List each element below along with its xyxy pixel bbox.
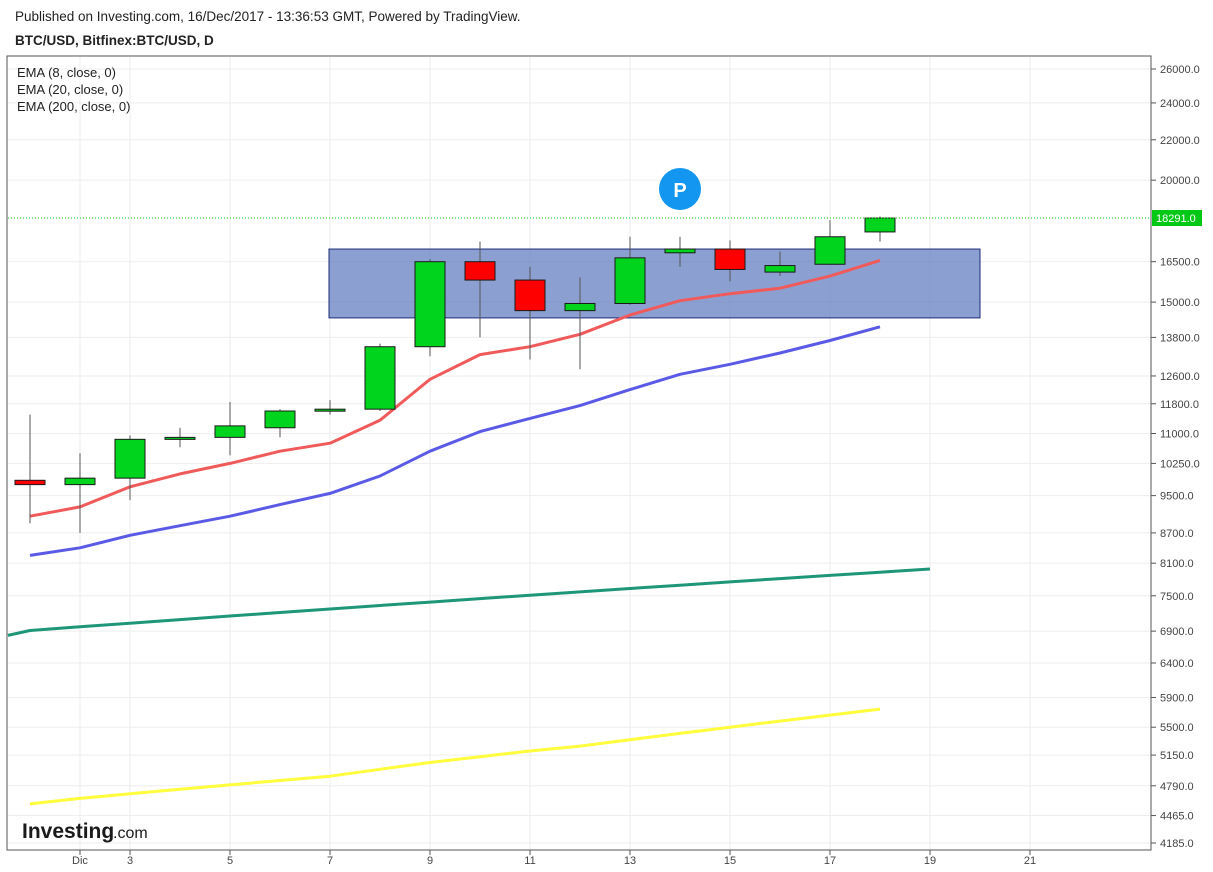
candle-body [815,237,845,265]
legend-ema-200: EMA (200, close, 0) [17,99,130,114]
time-axis[interactable]: Dic 3 5 7 9 11 13 15 17 19 21 [72,850,1036,867]
y-tick-label: 22000.0 [1160,135,1200,147]
candle-body [615,258,645,304]
price-axis[interactable]: 26000.0 24000.0 22000.0 20000.0 16500.0 15000… [1151,64,1200,850]
candle-body [165,437,195,439]
legend-ema-8: EMA (8, close, 0) [17,65,116,80]
y-tick-label: 8100.0 [1160,558,1194,570]
svg-text:P: P [673,180,686,202]
candle-body [765,266,795,273]
candle-body [15,480,45,484]
y-tick-label: 7500.0 [1160,591,1194,603]
x-tick-label: 5 [227,855,233,867]
x-tick-label: 11 [524,855,535,867]
y-tick-label: 4185.0 [1160,838,1194,850]
candle [415,259,445,356]
candle-body [65,478,95,484]
x-tick-label: 9 [427,855,433,867]
x-tick-label: 19 [924,855,936,867]
candle-body [115,439,145,478]
y-tick-label: 4790.0 [1160,781,1194,793]
x-tick-label: 7 [327,855,333,867]
x-tick-label: Dic [72,855,88,867]
candle-body [665,249,695,253]
y-tick-label: 6900.0 [1160,626,1194,638]
y-tick-label: 8700.0 [1160,528,1194,540]
candle-body [715,249,745,269]
y-tick-label: 4465.0 [1160,811,1194,823]
candle-body [465,262,495,280]
y-tick-label: 20000.0 [1160,175,1200,187]
logo-main-text: Investing [22,820,114,843]
y-tick-label: 10250.0 [1160,458,1200,470]
y-tick-label: 15000.0 [1160,297,1200,309]
candle [365,344,395,411]
x-tick-label: 21 [1024,855,1036,867]
candle-body [565,303,595,310]
y-tick-label: 5150.0 [1160,750,1194,762]
y-tick-label: 26000.0 [1160,64,1200,76]
y-tick-label: 13800.0 [1160,332,1200,344]
x-tick-label: 13 [624,855,636,867]
y-tick-label: 9500.0 [1160,491,1194,503]
candle-body [515,280,545,311]
x-tick-label: 17 [824,855,836,867]
last-price-label: 18291.0 [1156,213,1196,225]
plot-frame [7,56,1151,850]
x-tick-label: 15 [724,855,736,867]
y-tick-label: 6400.0 [1160,658,1194,670]
legend-ema-20: EMA (20, close, 0) [17,82,123,97]
candle-body [865,218,895,232]
y-tick-label: 12600.0 [1160,371,1200,383]
y-tick-label: 11000.0 [1160,429,1199,441]
y-tick-label: 24000.0 [1160,98,1200,110]
y-tick-label: 5500.0 [1160,722,1194,734]
candle-body [265,411,295,428]
logo-sub-text: .com [113,825,148,842]
candle-body [215,426,245,438]
x-tick-label: 3 [127,855,133,867]
pin-marker-icon[interactable]: P [659,168,701,210]
y-tick-label: 16500.0 [1160,257,1200,269]
candle-body [315,409,345,411]
candle-body [365,347,395,409]
y-tick-label: 11800.0 [1160,399,1199,411]
y-tick-label: 5900.0 [1160,692,1194,704]
candle-body [415,262,445,347]
